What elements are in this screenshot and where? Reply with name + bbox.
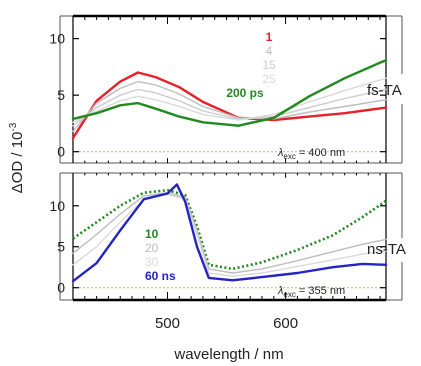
- series-line: [71, 71, 388, 140]
- y-ticks-ns: 0 5 10: [49, 173, 386, 300]
- legend-entry: 10: [145, 227, 159, 241]
- legend-entry: 20: [145, 241, 159, 255]
- series-line: [72, 191, 387, 274]
- x-axis: 500 600: [155, 315, 298, 332]
- panel-label-fs-ta: fs-TA: [367, 82, 402, 99]
- series-line: [71, 183, 388, 283]
- excitation-annotation-ns: λexc = 355 nm: [277, 285, 345, 299]
- y-tick-label: 5: [57, 87, 65, 103]
- excitation-annotation-fs: λexc = 400 nm: [277, 147, 345, 161]
- legend-entry: 4: [266, 44, 273, 58]
- y-tick-label: 0: [57, 280, 65, 296]
- legend-entry: 15: [262, 58, 276, 72]
- y-tick-label: 10: [49, 198, 65, 214]
- series-line: [72, 77, 387, 124]
- legend-entry: 60 ns: [145, 269, 176, 283]
- series-line: [72, 193, 387, 277]
- legend-entry: 25: [262, 72, 276, 86]
- y-tick-label: 0: [57, 144, 65, 160]
- y-tick-label: 5: [57, 239, 65, 255]
- series-line: [71, 58, 388, 127]
- x-axis-label: wavelength / nm: [173, 346, 283, 363]
- y-axis-label: ΔOD / 10-3: [8, 122, 26, 193]
- series-fs: [71, 58, 388, 140]
- series-line: [72, 80, 387, 133]
- panel-label-ns-ta: ns-TA: [367, 241, 406, 258]
- legend-entry: 1: [266, 30, 273, 44]
- legend-entry: 30: [145, 255, 159, 269]
- x-tick-label: 600: [273, 315, 298, 332]
- y-ticks-fs: 0 5 10: [49, 16, 386, 163]
- x-tick-label: 500: [155, 315, 180, 332]
- series-line: [72, 88, 387, 127]
- series-ns: [71, 183, 388, 283]
- series-line: [72, 188, 387, 271]
- legend-entry: 200 ps: [226, 86, 264, 100]
- y-tick-label: 10: [49, 31, 65, 47]
